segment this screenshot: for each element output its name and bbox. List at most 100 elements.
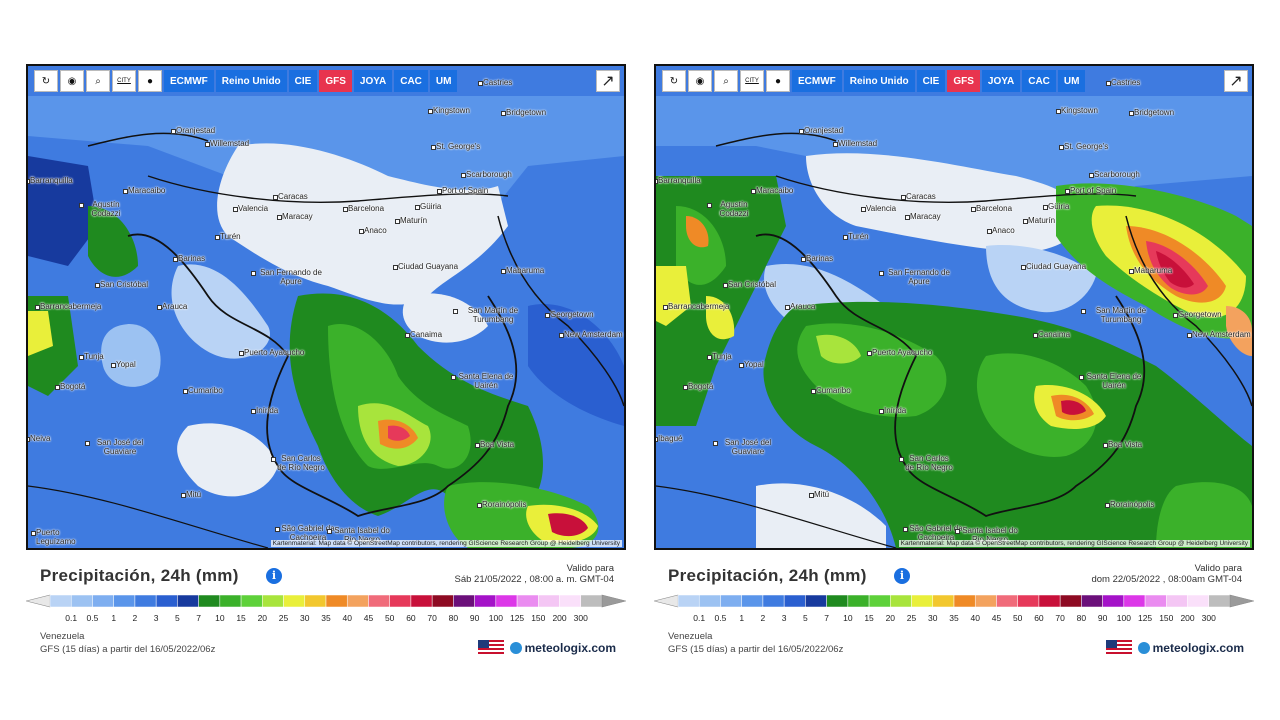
scale-label: 40 xyxy=(970,613,980,623)
map-toolbar: ↻ ◉ ⌕ CITY ● ECMWF Reino Unido CIE GFS J… xyxy=(34,70,458,92)
model-joya-button[interactable]: JOYA xyxy=(353,70,393,92)
precipitation-map-1[interactable]: ↻ ◉ ⌕ CITY ● ECMWF Reino Unido CIE GFS J… xyxy=(26,64,626,550)
panel-header: Precipitación, 24h (mm) i Valido para Sá… xyxy=(40,563,620,588)
scale-cell xyxy=(847,594,870,608)
brand[interactable]: meteologix.com xyxy=(477,640,616,656)
forecast-panel-2: ↻ ◉ ⌕ CITY ● ECMWF Reino Unido CIE GFS J… xyxy=(654,64,1254,674)
city-label: Bridgetown xyxy=(500,108,547,117)
scale-label: 1 xyxy=(739,613,745,623)
scale-arrow-high xyxy=(601,594,626,608)
city-label: San Cristóbal xyxy=(94,280,149,289)
model-run-label: GFS (15 días) a partir del 16/05/2022/06… xyxy=(40,644,216,655)
scale-label: 70 xyxy=(427,613,437,623)
scale-cell xyxy=(410,594,433,608)
city-label: Yopal xyxy=(739,360,764,369)
location-button[interactable]: ◉ xyxy=(688,70,712,92)
region-label: Venezuela xyxy=(40,631,85,642)
info-icon[interactable]: i xyxy=(894,568,910,584)
scale-cell xyxy=(677,594,700,608)
model-gfs-button[interactable]: GFS xyxy=(319,70,352,92)
city-label: Willemstad xyxy=(204,139,250,148)
location-button[interactable]: ◉ xyxy=(60,70,84,92)
city-label: Turén xyxy=(215,232,241,241)
scale-cell xyxy=(325,594,348,608)
scale-label: 300 xyxy=(1201,613,1216,623)
scale-label: 200 xyxy=(1180,613,1195,623)
scale-label: 15 xyxy=(236,613,246,623)
scale-cell xyxy=(304,594,327,608)
info-icon[interactable]: i xyxy=(266,568,282,584)
scale-label: 30 xyxy=(300,613,310,623)
model-cie-button[interactable]: CIE xyxy=(916,70,946,92)
scale-cell xyxy=(974,594,997,608)
city-label: Oranjestad xyxy=(798,126,844,135)
panel-header: Precipitación, 24h (mm) i Valido para do… xyxy=(668,563,1248,588)
scale-cell xyxy=(453,594,475,608)
scale-label: 200 xyxy=(552,613,567,623)
city-label: Georgetown xyxy=(545,310,594,319)
share-button[interactable]: ↗ xyxy=(1224,70,1248,92)
scale-cell xyxy=(283,594,306,608)
model-reino-unido-button[interactable]: Reino Unido xyxy=(215,70,287,92)
refresh-button[interactable]: ↻ xyxy=(34,70,58,92)
scale-label: 7 xyxy=(824,613,829,623)
model-ecmwf-button[interactable]: ECMWF xyxy=(792,70,842,92)
scale-cell xyxy=(92,594,114,608)
model-reino-unido-button[interactable]: Reino Unido xyxy=(843,70,915,92)
scale-cell xyxy=(495,594,518,608)
city-labels-button[interactable]: CITY xyxy=(740,70,764,92)
model-um-button[interactable]: UM xyxy=(1057,70,1086,92)
city-label: St. George's xyxy=(430,142,481,151)
model-um-button[interactable]: UM xyxy=(429,70,458,92)
city-label: Anaco xyxy=(987,226,1015,235)
model-cie-button[interactable]: CIE xyxy=(288,70,318,92)
city-labels-button[interactable]: CITY xyxy=(112,70,136,92)
dot-button[interactable]: ● xyxy=(766,70,790,92)
scale-label: 300 xyxy=(573,613,588,623)
city-label: Caracas xyxy=(901,192,936,201)
scale-label: 25 xyxy=(906,613,917,623)
model-gfs-button[interactable]: GFS xyxy=(947,70,980,92)
scale-cell xyxy=(868,594,891,608)
model-cac-button[interactable]: CAC xyxy=(1022,70,1056,92)
city-label: New Amsterdam xyxy=(559,330,623,339)
scale-label: 100 xyxy=(488,613,503,623)
city-label: Inírida xyxy=(250,406,279,415)
city-label: Maracay xyxy=(277,212,313,221)
share-icon: ↗ xyxy=(1229,73,1243,90)
city-label: Puerto Ayacucho xyxy=(866,348,933,357)
city-label: San José del Guaviare xyxy=(85,438,150,456)
zoom-button[interactable]: ⌕ xyxy=(86,70,110,92)
scale-label: 3 xyxy=(781,613,787,623)
city-label: Santa Isabel do Rio Negro xyxy=(327,526,392,544)
model-ecmwf-button[interactable]: ECMWF xyxy=(164,70,214,92)
scale-cell xyxy=(1187,594,1210,608)
map-attribution: Kartenmaterial: Map data © OpenStreetMap… xyxy=(270,540,622,547)
city-label: Barinas xyxy=(800,254,834,263)
scale-label: 80 xyxy=(1076,613,1087,623)
scale-cell xyxy=(368,594,390,608)
scale-cell xyxy=(177,594,199,608)
scale-cells xyxy=(654,594,1254,608)
share-button[interactable]: ↗ xyxy=(596,70,620,92)
city-label: Barcelona xyxy=(970,204,1013,213)
model-cac-button[interactable]: CAC xyxy=(394,70,428,92)
city-label: Mabaruma xyxy=(1128,266,1173,275)
scale-cell xyxy=(720,594,742,608)
city-label: San Cristóbal xyxy=(722,280,777,289)
brand[interactable]: meteologix.com xyxy=(1105,640,1244,656)
scale-cell xyxy=(1059,594,1082,608)
refresh-button[interactable]: ↻ xyxy=(662,70,686,92)
scale-cell xyxy=(134,594,157,608)
city-label: Canaima xyxy=(404,330,443,339)
zoom-button[interactable]: ⌕ xyxy=(714,70,738,92)
city-label: Scarborough xyxy=(1089,170,1140,179)
city-label: Bogotá xyxy=(682,382,714,391)
model-joya-button[interactable]: JOYA xyxy=(981,70,1021,92)
precipitation-map-2[interactable]: ↻ ◉ ⌕ CITY ● ECMWF Reino Unido CIE GFS J… xyxy=(654,64,1254,550)
globe-icon xyxy=(1137,642,1150,654)
city-label: Tunja xyxy=(707,352,732,361)
scale-cell xyxy=(1102,594,1125,608)
dot-button[interactable]: ● xyxy=(138,70,162,92)
scale-label: 2 xyxy=(760,613,766,623)
